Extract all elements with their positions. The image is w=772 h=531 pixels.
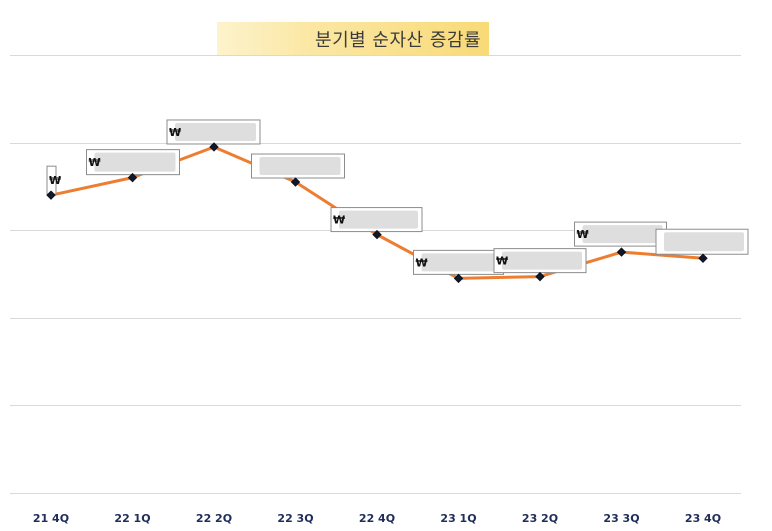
data-point [698,253,708,263]
data-label-text: ₩ [169,126,181,139]
label-layer: ₩ ₩ ₩ ₩ ₩ ₩ ₩ [46,119,749,275]
chart-title-text: 분기별 순자산 증감률 [315,30,481,51]
x-tick-label: 22 2Q [196,512,232,525]
data-label-redacted [94,152,176,172]
data-label-text: ₩ [89,156,101,169]
x-tick-label: 23 3Q [603,512,639,525]
data-label-redacted [664,232,744,252]
data-label-text: ₩ [416,256,428,269]
x-tick-label: 21 4Q [33,512,69,525]
x-tick-label: 22 1Q [114,512,150,525]
data-label: ₩ [46,165,61,195]
data-label-redacted [339,210,418,229]
data-point [372,229,382,240]
data-label-redacted [421,253,500,272]
data-label-redacted [582,225,663,244]
x-tick-label: 23 1Q [440,512,476,525]
data-label: ₩ [574,221,667,247]
chart-title: 분기별 순자산 증감률 [217,22,489,56]
data-point [616,247,627,257]
data-label [655,228,749,255]
data-label: ₩ [330,207,423,233]
data-label-text: ₩ [333,214,345,227]
data-point [290,177,301,187]
data-label: ₩ [413,249,504,275]
x-axis: 21 4Q 22 1Q 22 2Q 22 3Q 22 4Q 23 1Q 23 2Q 23 3Q… [33,512,721,525]
data-label: ₩ [493,248,587,274]
x-tick-label: 23 2Q [522,512,558,525]
marker-layer [46,142,708,284]
data-point [209,142,219,152]
data-label: ₩ [166,119,261,145]
x-tick-label: 22 3Q [277,512,313,525]
data-label-text: ₩ [496,255,508,268]
data-label-redacted [259,157,341,176]
data-label-redacted [502,251,582,270]
data-point [453,273,464,284]
x-tick-label: 23 4Q [685,512,721,525]
x-tick-label: 22 4Q [359,512,395,525]
data-point [127,172,138,183]
data-label [251,153,345,179]
data-label-redacted [175,122,256,141]
data-label: ₩ [86,149,180,176]
data-label-text: ₩ [49,174,61,187]
data-point [535,271,545,282]
data-label-text: ₩ [577,228,589,241]
grid-layer [10,55,741,494]
data-point [46,190,56,200]
